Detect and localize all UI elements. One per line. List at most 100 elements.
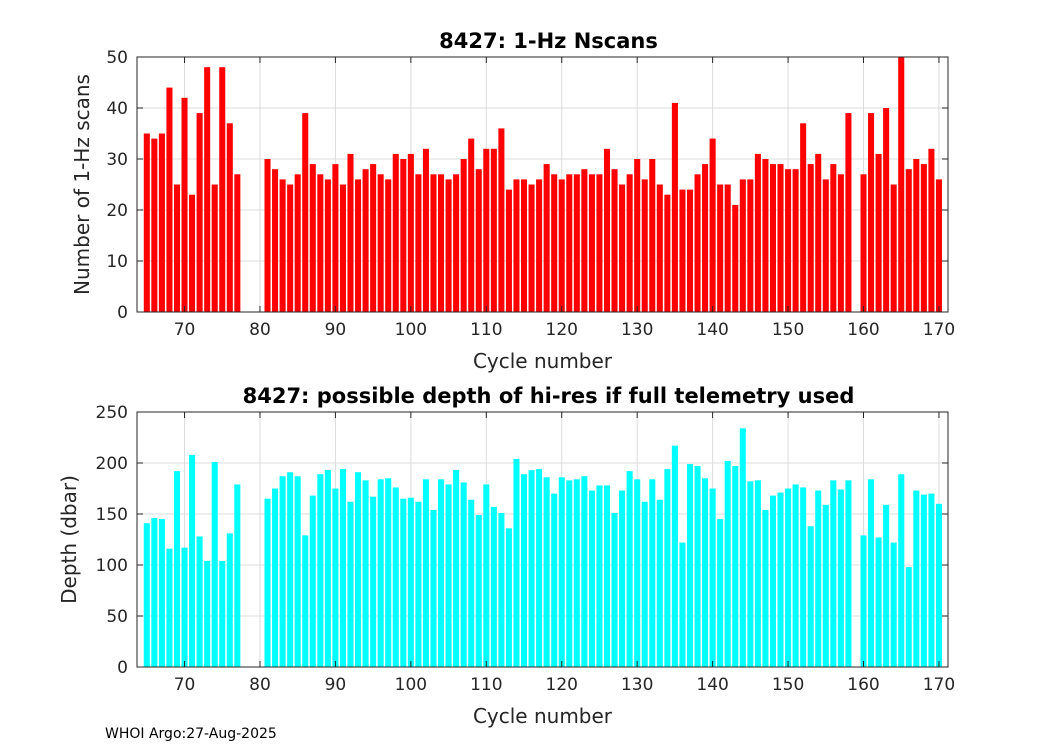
bar bbox=[860, 174, 867, 312]
y-tick-label: 50 bbox=[106, 48, 128, 68]
y-tick-label: 50 bbox=[106, 607, 128, 627]
bar bbox=[777, 164, 784, 312]
x-tick-label: 100 bbox=[395, 675, 427, 695]
bar bbox=[324, 470, 331, 667]
bar bbox=[505, 528, 512, 667]
bar bbox=[211, 461, 218, 667]
bar bbox=[596, 485, 603, 667]
bar bbox=[377, 479, 384, 667]
bar bbox=[754, 480, 761, 667]
bar bbox=[686, 189, 694, 312]
bar bbox=[868, 479, 875, 667]
bar bbox=[460, 159, 467, 312]
bar bbox=[189, 454, 196, 667]
bar bbox=[181, 547, 188, 667]
bar bbox=[717, 184, 724, 312]
bar bbox=[626, 471, 633, 667]
bar bbox=[928, 148, 935, 312]
bar bbox=[430, 509, 437, 667]
bar bbox=[656, 184, 663, 312]
bar bbox=[611, 512, 618, 667]
bar bbox=[173, 184, 181, 312]
bar bbox=[226, 533, 233, 667]
bar bbox=[724, 460, 731, 667]
bar bbox=[679, 189, 686, 312]
bar bbox=[339, 469, 346, 667]
bar bbox=[370, 496, 377, 667]
x-tick-label: 160 bbox=[847, 675, 879, 695]
bar bbox=[400, 159, 407, 312]
bar bbox=[830, 480, 837, 667]
x-tick-label: 170 bbox=[923, 675, 955, 695]
bar bbox=[619, 490, 626, 667]
bar bbox=[641, 501, 648, 667]
y-tick-label: 10 bbox=[106, 252, 128, 272]
x-tick-label: 90 bbox=[325, 675, 347, 695]
bar bbox=[143, 133, 150, 312]
bar bbox=[883, 504, 890, 667]
bar bbox=[739, 428, 746, 667]
nscans-chart: 70 80 90 100 110 120 130 140 150 160 170 0 10 20 30 40 5… bbox=[70, 29, 955, 373]
bar bbox=[913, 490, 920, 667]
bar bbox=[234, 484, 241, 667]
bar bbox=[362, 169, 369, 312]
bar bbox=[837, 174, 844, 312]
bar bbox=[905, 169, 912, 312]
bar bbox=[785, 169, 792, 312]
bar bbox=[822, 179, 829, 312]
bar bbox=[355, 472, 362, 667]
bar bbox=[385, 478, 392, 667]
bar bbox=[603, 485, 611, 667]
bar bbox=[400, 498, 407, 667]
x-tick-label: 160 bbox=[847, 320, 879, 340]
bar bbox=[656, 499, 663, 667]
bar bbox=[815, 153, 822, 312]
bar bbox=[769, 164, 776, 312]
bar bbox=[702, 478, 709, 667]
bar bbox=[649, 479, 656, 667]
bar bbox=[868, 113, 875, 312]
bar bbox=[807, 526, 814, 667]
bar bbox=[762, 509, 769, 667]
x-tick-label: 80 bbox=[249, 320, 271, 340]
bar bbox=[664, 194, 671, 312]
bar bbox=[762, 159, 769, 312]
bar bbox=[309, 495, 316, 667]
bar bbox=[671, 445, 678, 667]
bar bbox=[498, 128, 505, 312]
y-tick-label: 250 bbox=[96, 403, 128, 423]
bar bbox=[822, 504, 829, 667]
bar bbox=[302, 535, 309, 667]
bar bbox=[347, 153, 354, 312]
bar bbox=[490, 506, 497, 667]
bar bbox=[438, 174, 445, 312]
bar bbox=[536, 179, 543, 312]
bar bbox=[468, 499, 475, 667]
bar bbox=[830, 164, 837, 312]
bar bbox=[686, 464, 694, 667]
bar bbox=[694, 466, 701, 667]
bar bbox=[634, 159, 641, 312]
x-tick-label: 140 bbox=[696, 320, 728, 340]
y-tick-label: 0 bbox=[117, 303, 128, 323]
bar bbox=[807, 164, 814, 312]
bar bbox=[777, 492, 784, 667]
bar bbox=[317, 174, 324, 312]
bar bbox=[641, 179, 648, 312]
bar bbox=[490, 148, 497, 312]
x-tick-label: 150 bbox=[772, 675, 804, 695]
bar bbox=[294, 174, 301, 312]
bar bbox=[860, 535, 867, 667]
bar bbox=[754, 153, 761, 312]
x-tick-label: 110 bbox=[470, 320, 502, 340]
bar bbox=[528, 184, 535, 312]
footer-credit: WHOI Argo:27-Aug-2025 bbox=[105, 726, 277, 742]
bar bbox=[181, 97, 188, 312]
x-tick-label: 70 bbox=[174, 320, 196, 340]
bar bbox=[279, 476, 286, 667]
bar bbox=[671, 102, 678, 313]
bar bbox=[521, 474, 528, 667]
bar bbox=[430, 174, 437, 312]
y-axis-label: Depth (dbar) bbox=[57, 475, 81, 604]
